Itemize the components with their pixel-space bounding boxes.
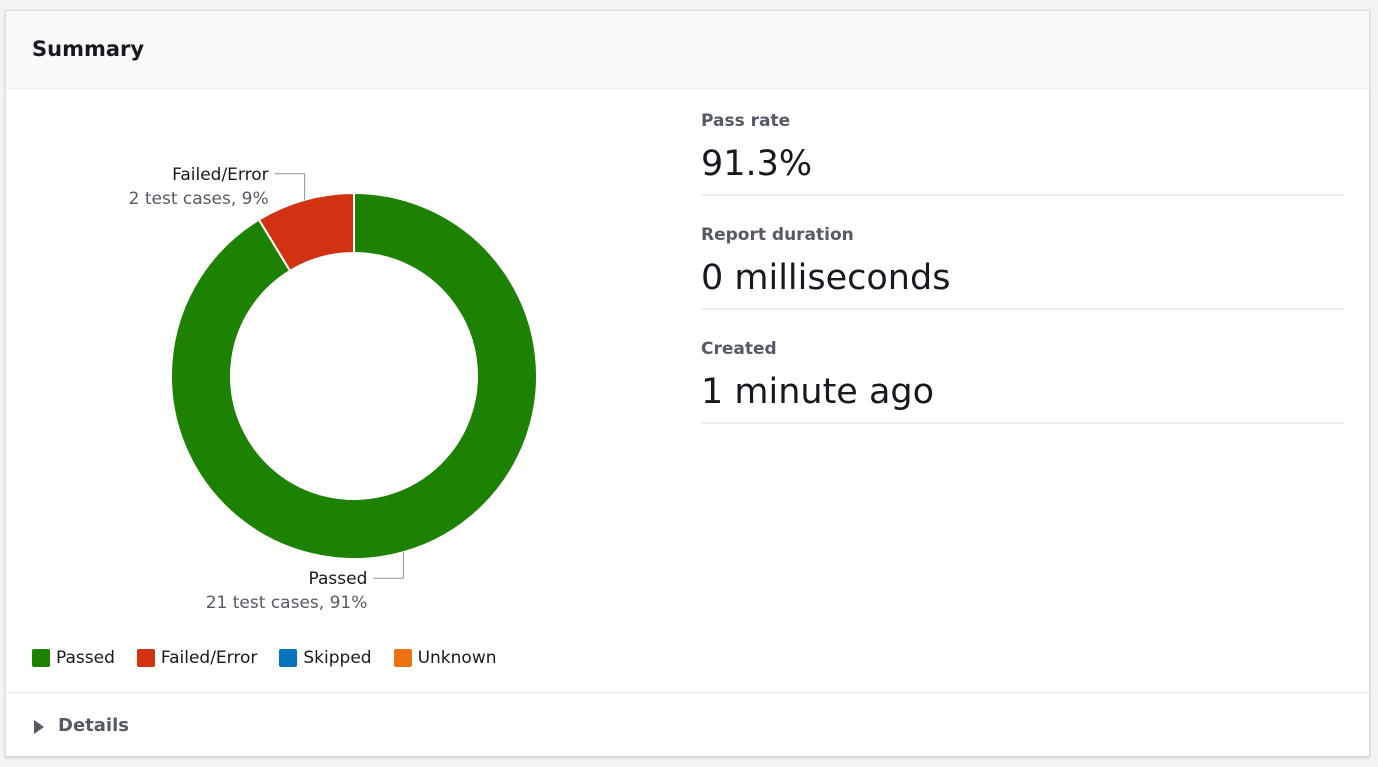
legend-label: Skipped xyxy=(303,648,372,668)
legend-swatch xyxy=(136,649,155,667)
segment-value-label: 2 test cases, 9% xyxy=(129,189,269,209)
panel-title: Summary xyxy=(32,37,145,61)
donut-chart: Passed 21 test cases, 91% Failed/Error 2 te… xyxy=(129,165,538,613)
legend-swatch xyxy=(32,649,50,667)
expand-icon[interactable] xyxy=(32,719,46,735)
panel-header: Summary xyxy=(6,11,1369,89)
legend: Passed Failed/Error Skipped Unknown xyxy=(32,648,497,668)
legend-swatch xyxy=(393,649,412,667)
stat: Pass rate 91.3% xyxy=(701,111,1344,196)
leader-line xyxy=(373,552,404,579)
legend-item: Unknown xyxy=(393,648,497,668)
donut-segment xyxy=(170,191,538,560)
leader-line xyxy=(274,173,306,200)
donut-segment xyxy=(257,191,355,273)
legend-item: Skipped xyxy=(279,648,372,668)
stat-label: Created xyxy=(701,339,777,359)
segment-value-label: 21 test cases, 91% xyxy=(206,593,368,613)
legend-swatch xyxy=(279,649,298,667)
legend-label: Unknown xyxy=(417,648,497,668)
stat-value: 91.3% xyxy=(701,144,813,184)
legend-label: Passed xyxy=(56,648,115,668)
details-section[interactable]: Details xyxy=(6,692,1369,757)
summary-panel: Summary Passed 21 test cases, 91% Failed/E… xyxy=(5,10,1370,757)
legend-item: Failed/Error xyxy=(136,648,258,668)
stat: Report duration 0 milliseconds xyxy=(701,225,1344,310)
segment-label: Failed/Error xyxy=(172,165,269,185)
legend-label: Failed/Error xyxy=(160,648,258,668)
stat: Created 1 minute ago xyxy=(701,339,1344,424)
segment-label: Passed xyxy=(308,569,367,589)
stat-value: 0 milliseconds xyxy=(701,258,951,298)
legend-item: Passed xyxy=(32,648,115,668)
details-toggle[interactable]: Details xyxy=(58,715,129,736)
stat-value: 1 minute ago xyxy=(701,372,935,412)
stat-label: Pass rate xyxy=(701,111,791,131)
stat-label: Report duration xyxy=(701,225,854,245)
